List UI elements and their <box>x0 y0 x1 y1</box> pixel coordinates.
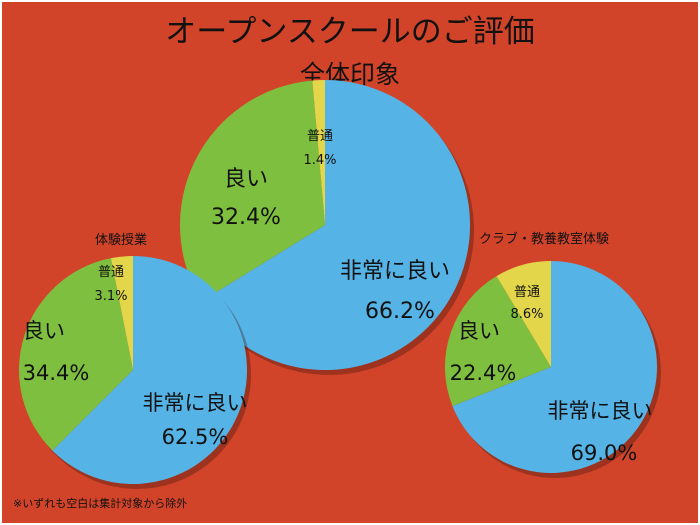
left-chart-title: 体験授業 <box>95 233 148 248</box>
left-slice-value-average: 3.1% <box>94 289 127 304</box>
left-pie-slice-average <box>110 256 133 370</box>
center-pie-slice-average <box>312 80 325 225</box>
center-slice-name-average: 普通 <box>307 129 333 144</box>
right-chart-title: クラブ・教養教室体験 <box>479 232 610 247</box>
left-slice-name-average: 普通 <box>98 265 124 280</box>
left-slice-name-good: 良い <box>23 319 65 343</box>
left-pie-slice-very-good <box>52 256 248 484</box>
center-pie-slice-very-good <box>201 80 471 371</box>
right-slice-value-average: 8.6% <box>510 307 543 322</box>
right-slice-value-good: 22.4% <box>450 361 517 385</box>
left-slice-name-very-good: 非常に良い <box>143 391 248 415</box>
right-slice-name-good: 良い <box>458 319 500 343</box>
right-slice-name-very-good: 非常に良い <box>548 399 653 423</box>
center-slice-value-very-good: 66.2% <box>365 299 435 324</box>
left-pie-chart: 非常に良い 62.5% 良い 34.4% 普通 3.1% <box>19 256 251 489</box>
right-pie-slice-very-good <box>452 261 657 473</box>
left-slice-value-very-good: 62.5% <box>162 425 229 449</box>
center-slice-name-very-good: 非常に良い <box>340 259 450 284</box>
footnote: ※いずれも空白は集計対象から除外 <box>13 497 188 510</box>
center-slice-value-good: 32.4% <box>211 205 281 230</box>
center-pie-slice-good <box>180 80 325 302</box>
right-slice-name-average: 普通 <box>514 285 540 300</box>
center-slice-value-average: 1.4% <box>303 153 336 168</box>
center-slice-name-good: 良い <box>224 167 268 192</box>
right-pie-chart: 非常に良い 69.0% 良い 22.4% 普通 8.6% <box>444 261 661 478</box>
slide-title: オープンスクールのご評価 <box>165 14 535 50</box>
left-pie-slice-good <box>19 258 133 451</box>
right-pie-slice-good <box>444 276 551 407</box>
left-slice-value-good: 34.4% <box>23 361 90 385</box>
center-pie-chart: 非常に良い 66.2% 良い 32.4% 普通 1.4% <box>180 80 474 375</box>
right-slice-value-very-good: 69.0% <box>571 441 638 465</box>
right-pie-slice-average <box>496 261 551 367</box>
